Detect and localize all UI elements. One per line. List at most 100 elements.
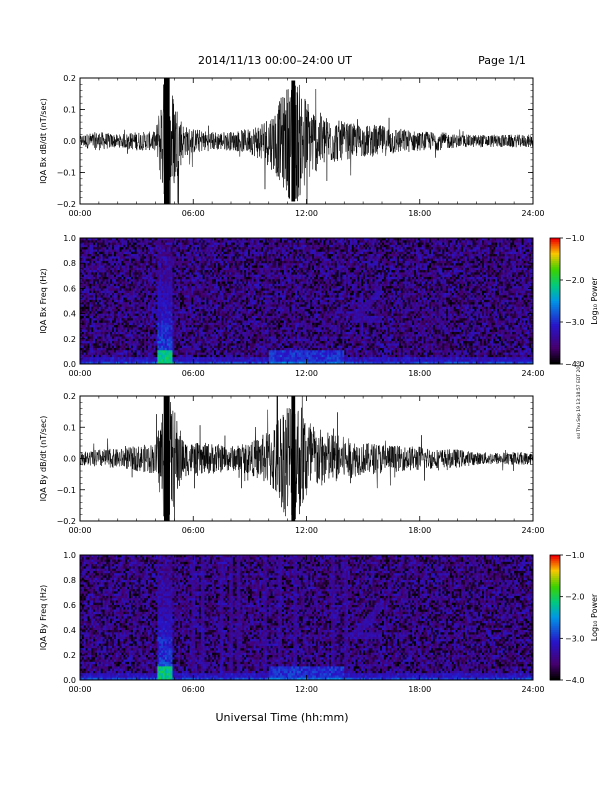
heatmap-cell xyxy=(136,254,139,257)
heatmap-cell xyxy=(164,354,168,358)
heatmap-cell xyxy=(166,336,170,340)
heatmap-cell xyxy=(100,242,104,246)
heatmap-cell xyxy=(166,276,170,280)
heatmap-cell xyxy=(142,295,145,298)
heatmap-cell xyxy=(140,306,143,310)
heatmap-cell xyxy=(140,272,143,276)
heatmap-cell xyxy=(134,299,138,303)
heatmap-cell xyxy=(142,238,145,241)
heatmap-cell xyxy=(129,283,132,287)
heatmap-cell xyxy=(159,240,162,243)
heatmap-cell xyxy=(106,251,109,255)
heatmap-cell xyxy=(93,263,96,266)
heatmap-cell xyxy=(138,299,141,303)
heatmap-cell xyxy=(129,320,132,324)
heatmap-cell xyxy=(168,256,171,260)
heatmap-cell xyxy=(113,329,117,333)
heatmap-cell xyxy=(138,238,141,241)
heatmap-cell xyxy=(134,352,138,356)
heatmap-cell xyxy=(136,306,139,310)
heatmap-cell xyxy=(138,283,141,287)
heatmap-cell xyxy=(161,343,164,347)
heatmap-cell xyxy=(136,336,139,340)
heatmap-cell xyxy=(89,343,92,347)
heatmap-cell xyxy=(123,361,126,365)
heatmap-cell xyxy=(91,244,94,248)
heatmap-cell xyxy=(81,240,85,243)
heatmap-cell xyxy=(174,263,177,266)
heatmap-cell xyxy=(112,302,115,305)
heatmap-cell xyxy=(147,338,151,342)
heatmap-cell xyxy=(83,302,87,305)
heatmap-cell xyxy=(125,327,128,331)
heatmap-cell xyxy=(93,309,96,312)
heatmap-cell xyxy=(119,265,122,269)
heatmap-cell xyxy=(125,347,128,351)
heatmap-cell xyxy=(159,286,162,289)
heatmap-cell xyxy=(142,318,145,321)
heatmap-cell xyxy=(123,295,126,298)
heatmap-cell xyxy=(93,343,96,347)
heatmap-cell xyxy=(164,338,168,342)
heatmap-cell xyxy=(149,315,153,319)
heatmap-cell xyxy=(129,244,132,248)
heatmap-cell xyxy=(144,322,147,326)
heatmap-cell xyxy=(147,347,151,351)
heatmap-cell xyxy=(149,327,153,331)
heatmap-cell xyxy=(172,258,175,262)
heatmap-cell xyxy=(166,361,170,365)
heatmap-cell xyxy=(81,322,85,326)
heatmap-cell xyxy=(147,263,151,266)
heatmap-cell xyxy=(172,281,175,285)
heatmap-cell xyxy=(117,260,121,264)
heatmap-cell xyxy=(102,251,105,255)
heatmap-cell xyxy=(151,345,155,349)
heatmap-cell xyxy=(172,295,175,298)
heatmap-cell xyxy=(121,286,124,289)
heatmap-cell xyxy=(102,320,105,324)
heatmap-cell xyxy=(100,244,104,248)
heatmap-cell xyxy=(106,254,109,257)
heatmap-cell xyxy=(151,267,155,271)
heatmap-cell xyxy=(93,247,96,250)
heatmap-cell xyxy=(100,345,104,349)
heatmap-cell xyxy=(119,260,122,264)
heatmap-cell xyxy=(102,238,105,241)
heatmap-cell xyxy=(80,306,83,310)
heatmap-cell xyxy=(113,276,117,280)
heatmap-cell xyxy=(96,304,100,308)
heatmap-cell xyxy=(157,302,160,305)
heatmap-cell xyxy=(164,272,168,276)
heatmap-cell xyxy=(170,263,173,266)
heatmap-cell xyxy=(130,267,134,271)
heatmap-cell xyxy=(172,283,175,287)
heatmap-cell xyxy=(170,322,173,326)
heatmap-cell xyxy=(108,240,111,243)
heatmap-cell xyxy=(89,265,92,269)
heatmap-cell xyxy=(110,290,113,294)
heatmap-cell xyxy=(144,352,147,356)
heatmap-cell xyxy=(80,272,83,276)
heatmap-cell xyxy=(146,283,149,287)
heatmap-cell xyxy=(119,247,122,250)
heatmap-cell xyxy=(108,286,111,289)
heatmap-cell xyxy=(100,359,104,363)
heatmap-cell xyxy=(146,322,149,326)
heatmap-cell xyxy=(106,292,109,296)
heatmap-cell xyxy=(119,352,122,356)
heatmap-cell xyxy=(113,270,117,273)
heatmap-cell xyxy=(130,329,134,333)
heatmap-cell xyxy=(155,345,158,349)
heatmap-cell xyxy=(83,256,87,260)
heatmap-cell xyxy=(104,263,107,266)
heatmap-cell xyxy=(163,345,166,349)
heatmap-cell xyxy=(123,350,126,353)
heatmap-cell xyxy=(108,361,111,365)
heatmap-cell xyxy=(147,336,151,340)
heatmap-cell xyxy=(140,350,143,353)
heatmap-cell xyxy=(119,281,122,285)
heatmap-cell xyxy=(123,249,126,253)
heatmap-cell xyxy=(108,238,111,241)
heatmap-cell xyxy=(157,274,160,278)
heatmap-cell xyxy=(110,320,113,324)
